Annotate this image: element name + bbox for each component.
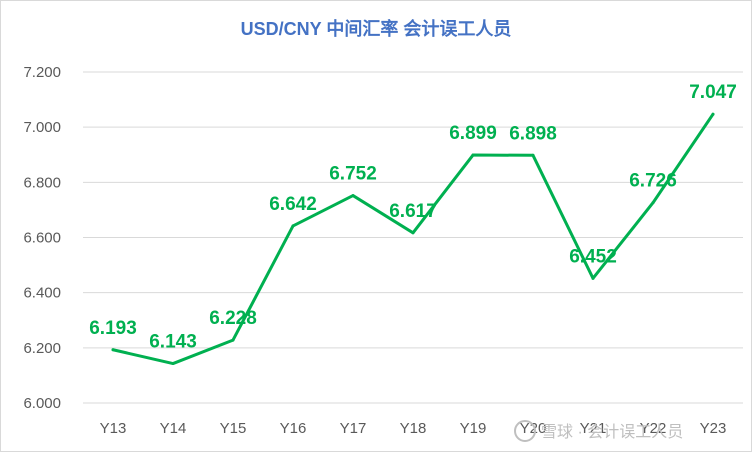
- data-label: 6.617: [389, 201, 437, 222]
- y-tick-label: 7.000: [23, 119, 61, 136]
- x-tick-label: Y18: [400, 420, 427, 437]
- data-label: 6.452: [569, 246, 617, 267]
- x-axis-ticks: Y13 Y14 Y15 Y16 Y17 Y18 Y19 Y20 Y21 Y22 Y23: [100, 420, 727, 437]
- x-tick-label: Y23: [700, 420, 727, 437]
- x-tick-label: Y16: [280, 420, 307, 437]
- data-label: 6.193: [89, 318, 137, 339]
- data-label: 6.899: [449, 123, 497, 144]
- watermark: 雪球 · 会计误工人员: [514, 420, 683, 442]
- snowball-logo-icon: [514, 420, 536, 442]
- x-tick-label: Y22: [640, 420, 667, 437]
- watermark-text: 雪球 · 会计误工人员: [541, 423, 683, 441]
- data-label: 6.726: [629, 171, 677, 192]
- x-tick-label: Y19: [460, 420, 487, 437]
- x-tick-label: Y20: [520, 420, 547, 437]
- data-point: [291, 224, 295, 228]
- data-label: 6.642: [269, 194, 317, 215]
- x-tick-label: Y14: [160, 420, 187, 437]
- y-tick-label: 6.400: [23, 285, 61, 302]
- data-point: [411, 231, 415, 235]
- data-point: [591, 276, 595, 280]
- gridlines: [83, 71, 743, 404]
- data-label: 7.047: [689, 82, 737, 103]
- y-tick-label: 7.200: [23, 64, 61, 81]
- data-point: [351, 194, 355, 198]
- x-tick-label: Y17: [340, 420, 367, 437]
- data-label: 6.143: [149, 332, 197, 353]
- data-label: 6.752: [329, 164, 377, 185]
- y-tick-label: 6.200: [23, 340, 61, 357]
- data-labels: 6.193 6.143 6.228 6.642 6.752 6.617 6.899 6.898…: [89, 82, 737, 352]
- data-label: 6.228: [209, 308, 257, 329]
- data-point: [651, 201, 655, 205]
- chart-title: USD/CNY 中间汇率 会计误工人员: [241, 18, 512, 39]
- data-point: [231, 338, 235, 342]
- data-label: 6.898: [509, 123, 557, 144]
- y-tick-label: 6.800: [23, 174, 61, 191]
- y-tick-label: 6.600: [23, 230, 61, 247]
- series-line: [111, 112, 715, 366]
- data-point: [471, 153, 475, 157]
- data-point: [711, 112, 715, 116]
- x-tick-label: Y15: [220, 420, 247, 437]
- y-tick-label: 6.000: [23, 395, 61, 412]
- x-tick-label: Y13: [100, 420, 127, 437]
- y-axis-ticks: 6.000 6.200 6.400 6.600 6.800 7.000 7.200: [23, 64, 61, 412]
- data-point: [111, 348, 115, 352]
- series-layer: [111, 112, 715, 366]
- x-tick-label: Y21: [580, 420, 607, 437]
- data-point: [531, 153, 535, 157]
- data-point: [171, 362, 175, 366]
